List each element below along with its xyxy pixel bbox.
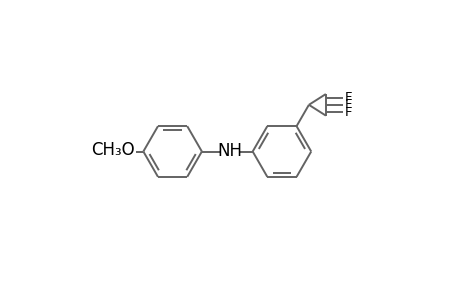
Text: F: F (344, 91, 352, 104)
Text: NH: NH (217, 142, 241, 160)
Text: CH₃O: CH₃O (91, 141, 134, 159)
Text: F: F (344, 106, 352, 118)
Text: F: F (344, 98, 352, 111)
